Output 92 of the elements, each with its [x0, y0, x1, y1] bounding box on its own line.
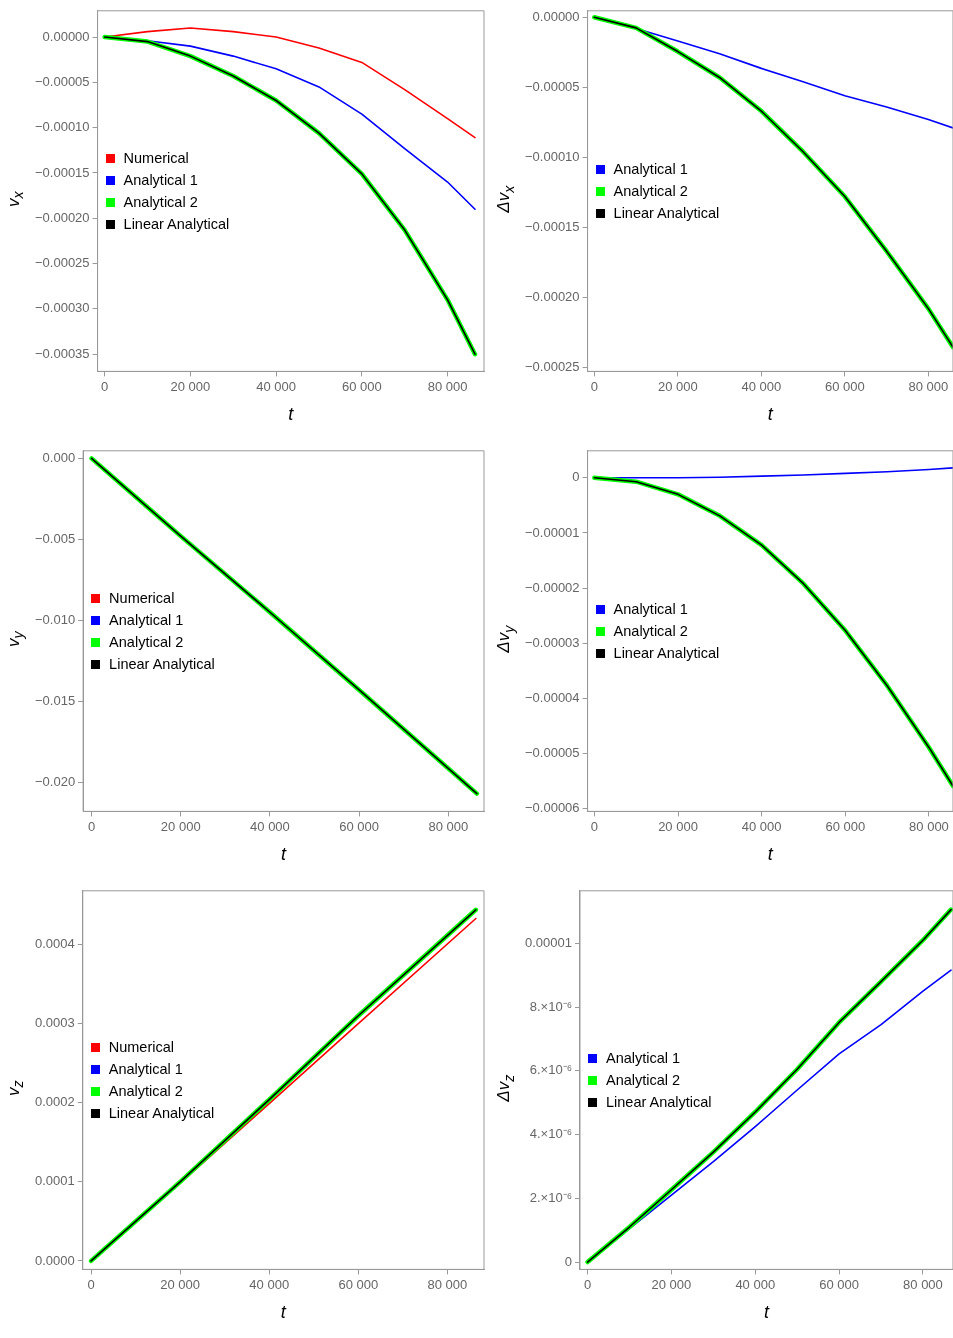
y-tick-label: −0.00010: [34, 119, 90, 135]
x-axis-title: t: [279, 1302, 288, 1323]
legend-label: Linear Analytical: [108, 1104, 215, 1124]
x-tick-label: 0: [583, 1276, 592, 1292]
y-tick-label: 4.×10⁻⁶: [529, 1126, 572, 1142]
x-tick-label: 60 000: [825, 818, 866, 834]
legend-label: Numerical: [109, 589, 175, 609]
x-axis-title: t: [766, 404, 775, 425]
x-tick-label: 40 000: [741, 818, 782, 834]
legend-label: Linear Analytical: [613, 644, 720, 664]
y-tick-label: −0.00015: [524, 218, 580, 234]
y-tick-label: 2.×10⁻⁶: [529, 1189, 572, 1205]
x-axis-title: t: [766, 844, 775, 865]
y-tick-label: 0.0002: [35, 1094, 75, 1110]
y-tick-label: 0.00001: [524, 934, 572, 950]
y-tick-label: −0.00010: [524, 148, 580, 164]
x-tick-label: 80 000: [427, 378, 468, 394]
x-tick-label: 20 000: [170, 378, 211, 394]
legend-label: Linear Analytical: [123, 215, 230, 235]
legend-label: Analytical 1: [123, 171, 198, 191]
y-tick-label: 6.×10⁻⁶: [529, 1062, 572, 1078]
y-tick-label: −0.015: [35, 692, 76, 708]
y-tick-label: −0.00006: [524, 800, 580, 816]
y-tick-label: 0.0000: [35, 1252, 75, 1268]
x-tick-label: 20 000: [160, 1276, 201, 1292]
legend-label: Linear Analytical: [605, 1093, 712, 1113]
legend-label: Analytical 1: [108, 1060, 183, 1080]
y-tick-label: 0.00000: [532, 8, 580, 24]
legend-label: Analytical 2: [108, 1082, 183, 1102]
y-tick-label: −0.005: [35, 530, 76, 546]
x-tick-label: 20 000: [160, 818, 201, 834]
y-tick-label: 0: [564, 1253, 572, 1269]
x-tick-label: 40 000: [735, 1276, 776, 1292]
y-tick-label: −0.00005: [524, 745, 580, 761]
y-tick-label: −0.00015: [34, 164, 90, 180]
y-tick-label: −0.00005: [34, 73, 90, 89]
y-tick-label: 8.×10⁻⁶: [529, 998, 572, 1014]
y-tick-label: −0.00020: [34, 209, 90, 225]
legend-label: Analytical 1: [613, 600, 688, 620]
legend-label: Linear Analytical: [613, 204, 720, 224]
y-tick-label: −0.00035: [34, 345, 90, 361]
x-tick-label: 80 000: [427, 1276, 468, 1292]
y-tick-label: −0.00025: [524, 359, 580, 375]
y-tick-label: −0.00030: [34, 300, 90, 316]
legend-label: Analytical 1: [109, 611, 184, 631]
x-tick-label: 60 000: [339, 818, 380, 834]
y-tick-label: −0.00001: [524, 524, 580, 540]
x-tick-label: 40 000: [741, 378, 782, 394]
x-tick-label: 40 000: [250, 818, 290, 834]
y-tick-label: −0.00020: [524, 289, 580, 305]
legend-label: Numerical: [108, 1038, 175, 1058]
y-tick-label: −0.00004: [524, 689, 580, 705]
y-tick-label: 0.0001: [35, 1173, 75, 1189]
x-tick-label: 20 000: [651, 1276, 692, 1292]
y-tick-label: 0.00000: [42, 28, 90, 44]
x-tick-label: 0: [590, 378, 598, 394]
y-tick-label: −0.010: [35, 611, 76, 627]
x-tick-label: 60 000: [341, 378, 382, 394]
y-tick-label: −0.00002: [524, 579, 580, 595]
x-tick-label: 60 000: [338, 1276, 379, 1292]
y-tick-label: −0.020: [35, 773, 76, 789]
x-axis-title: t: [762, 1302, 771, 1323]
x-tick-label: 0: [590, 818, 598, 834]
legend-label: Analytical 2: [613, 182, 688, 202]
legend-label: Linear Analytical: [109, 655, 215, 675]
y-tick-label: 0.000: [42, 449, 76, 465]
x-tick-label: 80 000: [428, 818, 469, 834]
legend-label: Numerical: [123, 149, 189, 169]
x-tick-label: 60 000: [819, 1276, 859, 1292]
x-tick-label: 0: [101, 378, 109, 394]
x-tick-label: 40 000: [249, 1276, 290, 1292]
legend-label: Analytical 2: [605, 1071, 681, 1091]
x-tick-label: 80 000: [909, 818, 949, 834]
x-tick-label: 20 000: [657, 378, 698, 394]
x-tick-label: 20 000: [658, 818, 698, 834]
x-tick-label: 60 000: [824, 378, 865, 394]
x-axis-title: t: [280, 844, 288, 865]
y-tick-label: −0.00025: [34, 255, 90, 271]
x-tick-label: 40 000: [256, 378, 296, 394]
legend-label: Analytical 2: [109, 633, 184, 653]
y-tick-label: −0.00003: [524, 634, 580, 650]
y-tick-label: −0.00005: [524, 78, 580, 94]
legend-label: Analytical 2: [123, 193, 198, 213]
y-tick-label: 0.0003: [35, 1015, 75, 1031]
y-tick-label: 0: [572, 469, 580, 485]
legend-label: Analytical 1: [605, 1049, 681, 1069]
x-tick-label: 80 000: [903, 1276, 943, 1292]
x-axis-title: t: [287, 404, 295, 425]
y-tick-label: 0.0004: [35, 936, 75, 952]
legend-label: Analytical 1: [613, 160, 688, 180]
x-tick-label: 80 000: [908, 378, 949, 394]
legend-label: Analytical 2: [613, 622, 688, 642]
